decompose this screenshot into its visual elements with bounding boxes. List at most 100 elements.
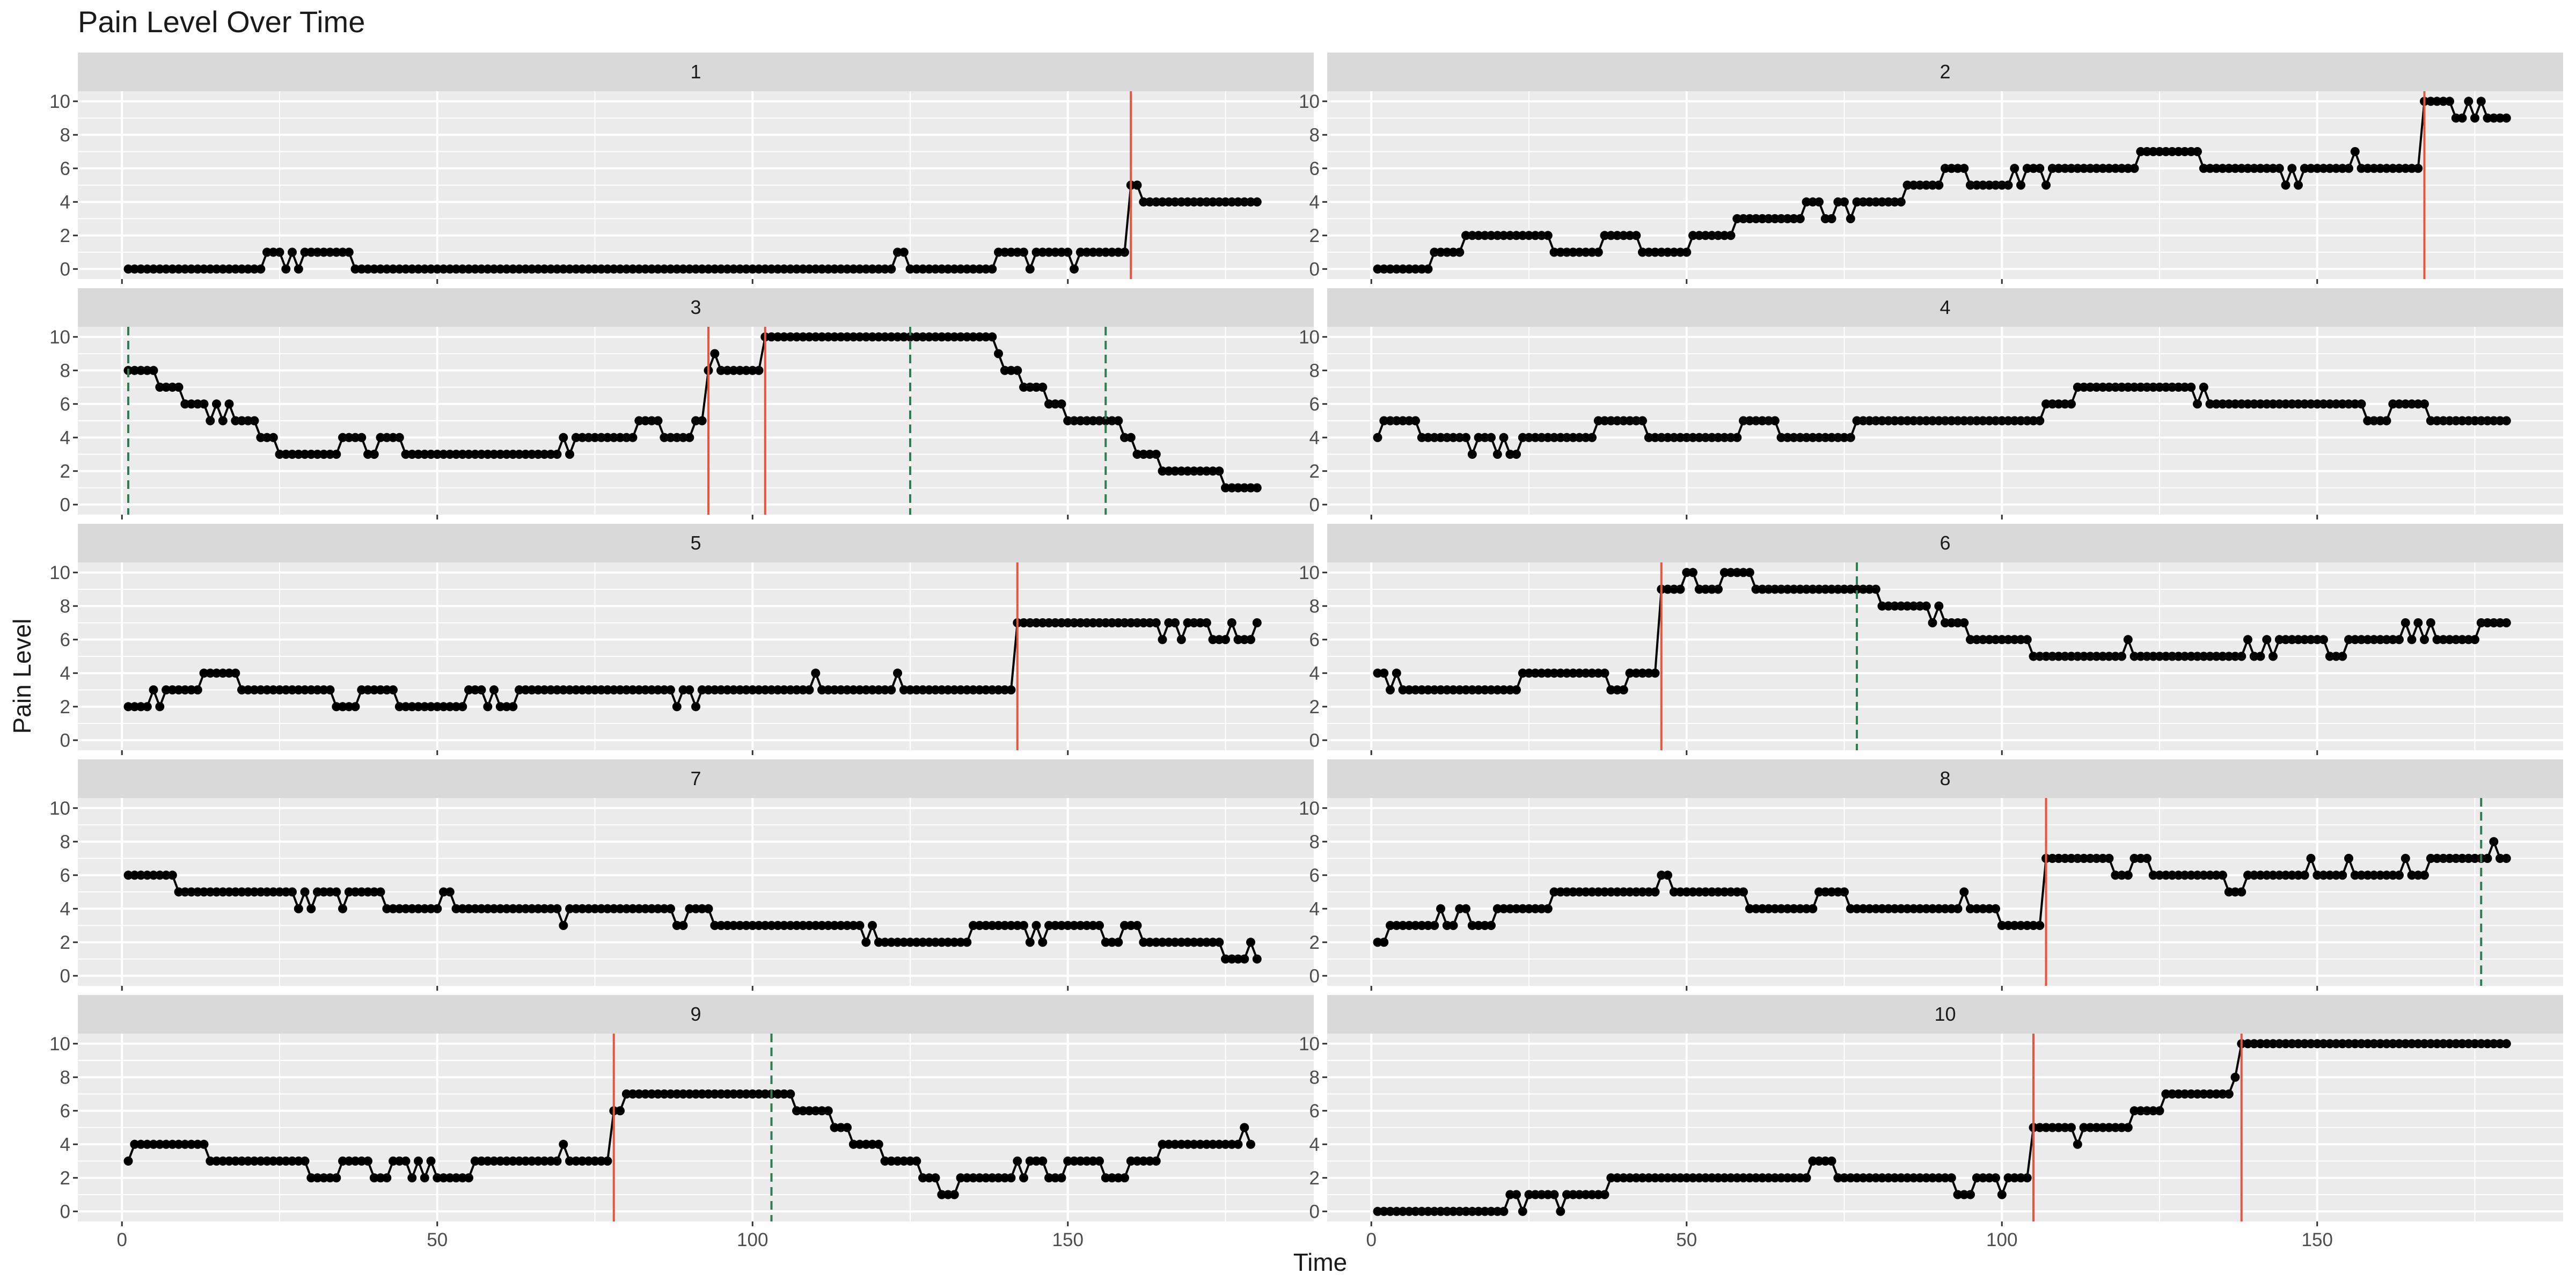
- data-point: [773, 921, 782, 930]
- data-point: [2420, 870, 2429, 880]
- data-point: [1858, 416, 1868, 426]
- data-point: [830, 264, 839, 274]
- data-point: [2382, 164, 2391, 173]
- data-point: [798, 264, 808, 274]
- data-point: [1158, 197, 1167, 207]
- data-point: [187, 887, 196, 897]
- data-point: [748, 365, 757, 375]
- data-point: [1549, 887, 1559, 897]
- data-point: [515, 264, 524, 274]
- data-point: [533, 1157, 543, 1166]
- data-point: [887, 685, 896, 694]
- data-point: [2476, 416, 2486, 426]
- data-point: [1474, 685, 1483, 694]
- data-point: [2439, 416, 2448, 426]
- data-point: [2098, 164, 2107, 173]
- data-point: [653, 685, 663, 694]
- data-point: [1107, 938, 1117, 947]
- data-point: [495, 264, 505, 274]
- data-point: [458, 1173, 467, 1183]
- data-point: [1114, 938, 1123, 947]
- data-point: [2022, 635, 2032, 645]
- data-point: [2306, 164, 2316, 173]
- data-point: [1631, 887, 1641, 897]
- data-point: [294, 450, 303, 459]
- data-point: [2501, 854, 2511, 863]
- data-point: [2363, 1039, 2373, 1049]
- data-point: [231, 416, 240, 426]
- y-tick-label: 0: [1309, 494, 1320, 515]
- data-point: [2249, 399, 2259, 409]
- y-tick-label: 0: [60, 494, 70, 515]
- data-point: [1587, 887, 1597, 897]
- data-point: [1164, 618, 1174, 627]
- data-point: [363, 264, 372, 274]
- data-point: [855, 332, 865, 342]
- data-point: [1726, 1173, 1736, 1183]
- data-point: [1833, 887, 1843, 897]
- data-point: [2136, 1106, 2146, 1116]
- data-point: [268, 1157, 278, 1166]
- data-point: [2496, 854, 2505, 863]
- y-tick-label: 0: [1309, 965, 1320, 986]
- data-point: [2243, 1039, 2252, 1049]
- data-point: [130, 702, 140, 712]
- data-point: [1745, 568, 1754, 577]
- data-point: [1467, 921, 1477, 930]
- data-point: [167, 383, 177, 392]
- y-tick-label: 10: [49, 562, 70, 583]
- data-point: [1934, 904, 1944, 913]
- data-point: [262, 433, 272, 442]
- data-point: [577, 433, 587, 442]
- data-point: [1107, 1173, 1117, 1183]
- data-point: [1158, 635, 1167, 645]
- data-point: [1132, 1157, 1142, 1166]
- data-point: [489, 450, 499, 459]
- data-point: [2003, 180, 2013, 190]
- data-point: [584, 264, 594, 274]
- data-point: [477, 264, 486, 274]
- data-point: [969, 1173, 978, 1183]
- data-point: [155, 1139, 165, 1149]
- data-point: [767, 332, 776, 342]
- data-point: [1512, 231, 1521, 240]
- data-point: [1751, 584, 1761, 594]
- data-point: [1783, 214, 1792, 223]
- data-point: [1644, 887, 1653, 897]
- data-point: [1619, 887, 1628, 897]
- data-point: [508, 450, 518, 459]
- data-point: [2003, 635, 2013, 645]
- data-point: [1537, 904, 1546, 913]
- data-point: [1581, 887, 1591, 897]
- y-tick-label: 8: [1309, 831, 1320, 852]
- data-point: [1959, 416, 1969, 426]
- data-point: [1953, 416, 1963, 426]
- data-point: [1991, 416, 2000, 426]
- data-point: [2054, 164, 2063, 173]
- data-point: [2249, 652, 2259, 661]
- data-point: [1070, 618, 1079, 627]
- data-point: [1877, 197, 1887, 207]
- data-point: [1619, 231, 1628, 240]
- data-point: [174, 1139, 184, 1149]
- data-point: [1088, 618, 1098, 627]
- data-point: [893, 1157, 902, 1166]
- data-point: [1732, 887, 1742, 897]
- facet-strip: [1327, 995, 2563, 1034]
- data-point: [874, 938, 883, 947]
- data-point: [1871, 904, 1880, 913]
- data-point: [1392, 668, 1401, 678]
- data-point: [1101, 938, 1110, 947]
- data-point: [1707, 231, 1717, 240]
- data-point: [2439, 97, 2448, 106]
- data-point: [2111, 383, 2120, 392]
- data-point: [868, 1139, 877, 1149]
- data-point: [949, 332, 959, 342]
- data-point: [1650, 887, 1660, 897]
- data-point: [716, 685, 726, 694]
- data-point: [1537, 668, 1546, 678]
- data-point: [1902, 904, 1912, 913]
- data-point: [521, 264, 530, 274]
- data-point: [2174, 652, 2183, 661]
